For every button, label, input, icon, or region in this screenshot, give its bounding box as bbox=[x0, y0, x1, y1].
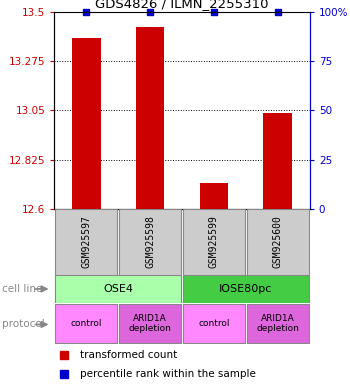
Text: control: control bbox=[198, 319, 230, 328]
Bar bbox=[199, 183, 228, 209]
Text: IOSE80pc: IOSE80pc bbox=[219, 284, 273, 294]
Text: OSE4: OSE4 bbox=[103, 284, 133, 294]
Text: GSM925597: GSM925597 bbox=[81, 215, 91, 268]
Bar bbox=[246, 304, 309, 343]
Text: GSM925598: GSM925598 bbox=[145, 215, 155, 268]
Bar bbox=[136, 27, 164, 209]
Text: cell line: cell line bbox=[2, 284, 42, 294]
Bar bbox=[55, 304, 118, 343]
Bar bbox=[72, 38, 100, 209]
Bar bbox=[183, 304, 245, 343]
Text: protocol: protocol bbox=[2, 319, 44, 329]
Text: control: control bbox=[70, 319, 102, 328]
Text: GSM925599: GSM925599 bbox=[209, 215, 219, 268]
Bar bbox=[183, 209, 245, 275]
Bar bbox=[264, 113, 292, 209]
Text: ARID1A
depletion: ARID1A depletion bbox=[256, 314, 299, 333]
Bar bbox=[246, 209, 309, 275]
Bar bbox=[183, 275, 309, 303]
Bar bbox=[55, 275, 181, 303]
Bar bbox=[55, 209, 118, 275]
Text: GSM925600: GSM925600 bbox=[273, 215, 283, 268]
Text: ARID1A
depletion: ARID1A depletion bbox=[129, 314, 172, 333]
Title: GDS4826 / ILMN_2255310: GDS4826 / ILMN_2255310 bbox=[95, 0, 269, 10]
Text: transformed count: transformed count bbox=[80, 350, 177, 360]
Text: percentile rank within the sample: percentile rank within the sample bbox=[80, 369, 256, 379]
Bar bbox=[119, 304, 181, 343]
Bar bbox=[119, 209, 181, 275]
